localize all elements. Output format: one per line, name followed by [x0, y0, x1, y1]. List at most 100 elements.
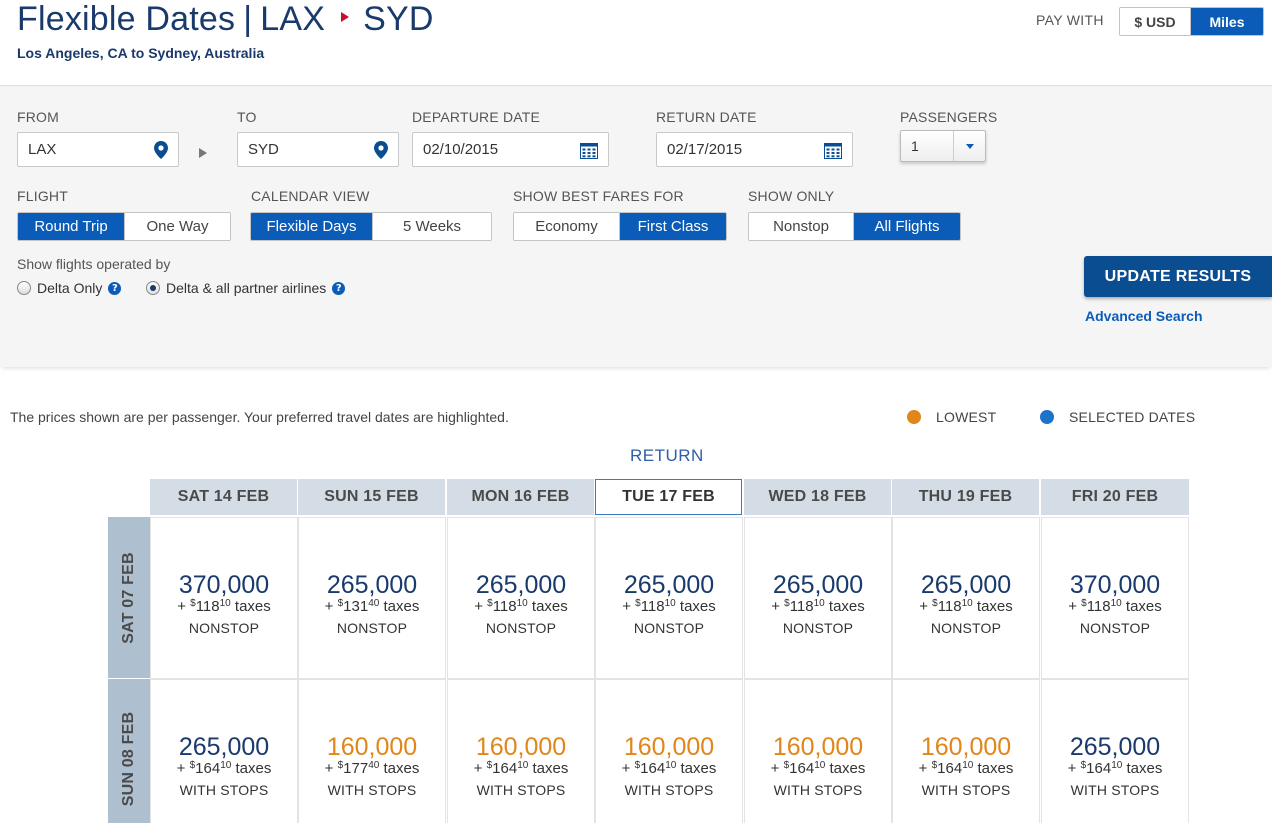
return-date-header: TUE 17 FEB [595, 479, 742, 515]
fare-stop-type: WITH STOPS [1070, 782, 1160, 798]
route-small-arrow-icon [199, 148, 207, 158]
departure-date-field[interactable]: 02/10/2015 [412, 132, 609, 167]
title-destination: SYD [363, 0, 434, 38]
calendar-view-toggle: Flexible Days 5 Weeks [250, 212, 492, 241]
fare-miles: 265,000 [326, 571, 418, 599]
fare-cell[interactable]: 160,000 + $16410 taxes WITH STOPS [892, 679, 1040, 823]
advanced-search-link[interactable]: Advanced Search [1085, 308, 1203, 324]
fare-miles: 160,000 [475, 733, 567, 761]
fare-miles: 265,000 [920, 571, 1012, 599]
location-pin-icon[interactable] [154, 141, 168, 159]
fare-taxes: + $11810 taxes [151, 598, 297, 615]
fare-miles: 265,000 [1069, 733, 1161, 761]
calendar-icon[interactable] [824, 142, 842, 159]
tax-whole: 164 [789, 760, 815, 777]
tax-dollar-sign: $ [931, 760, 938, 771]
economy-button[interactable]: Economy [514, 213, 620, 240]
from-value: LAX [28, 141, 57, 158]
nonstop-button[interactable]: Nonstop [749, 213, 854, 240]
all-flights-button[interactable]: All Flights [854, 213, 960, 240]
tax-whole: 131 [343, 598, 369, 615]
return-date-value: 02/17/2015 [667, 141, 743, 158]
tax-whole: 118 [492, 598, 517, 615]
legend-lowest: LOWEST [907, 409, 996, 425]
fare-cell[interactable]: 265,000 + $11810 taxes NONSTOP [892, 517, 1040, 679]
delta-only-text: Delta Only [37, 280, 103, 296]
return-date-header: THU 19 FEB [892, 479, 1039, 515]
fare-stop-type: WITH STOPS [476, 782, 566, 798]
tax-prefix: + [324, 598, 338, 615]
fare-cell[interactable]: 265,000 + $11810 taxes NONSTOP [595, 517, 743, 679]
fare-cell[interactable]: 265,000 + $16410 taxes WITH STOPS [150, 679, 298, 823]
fare-cell[interactable]: 160,000 + $16410 taxes WITH STOPS [744, 679, 892, 823]
fare-taxes: + $16410 taxes [1042, 760, 1188, 777]
fare-stop-type: NONSTOP [1079, 620, 1151, 636]
tax-suffix: taxes [675, 598, 716, 615]
fare-miles: 370,000 [178, 571, 270, 599]
tax-dollar-sign: $ [190, 598, 196, 609]
help-icon[interactable]: ? [108, 281, 122, 295]
tax-whole: 164 [937, 760, 963, 777]
tax-cents: 10 [220, 760, 232, 771]
calendar-icon[interactable] [580, 142, 598, 159]
chevron-down-icon[interactable] [953, 131, 985, 161]
fare-stop-type: WITH STOPS [624, 782, 714, 798]
best-fares-label: SHOW BEST FARES FOR [513, 188, 684, 204]
flexible-days-button[interactable]: Flexible Days [251, 213, 373, 240]
one-way-button[interactable]: One Way [125, 213, 230, 240]
location-pin-icon[interactable] [374, 141, 388, 159]
fare-cell[interactable]: 160,000 + $16410 taxes WITH STOPS [595, 679, 743, 823]
pay-miles-button[interactable]: Miles [1191, 8, 1263, 35]
fare-cell[interactable]: 265,000 + $13140 taxes NONSTOP [298, 517, 446, 679]
tax-cents: 10 [1111, 760, 1123, 771]
passengers-select[interactable]: 1 [900, 130, 986, 162]
to-field[interactable]: SYD [237, 132, 399, 167]
fare-miles: 265,000 [772, 571, 864, 599]
title-separator: | [243, 0, 253, 38]
tax-suffix: taxes [676, 760, 717, 777]
delta-only-radio[interactable] [17, 281, 31, 295]
show-only-toggle: Nonstop All Flights [748, 212, 961, 241]
tax-whole: 118 [937, 598, 962, 615]
tax-dollar-sign: $ [1081, 598, 1087, 609]
fare-miles: 265,000 [623, 571, 715, 599]
tax-dollar-sign: $ [189, 760, 196, 771]
fare-cell[interactable]: 370,000 + $11810 taxes NONSTOP [150, 517, 298, 679]
return-date-header: SAT 14 FEB [150, 479, 297, 515]
fare-cell[interactable]: 160,000 + $16410 taxes WITH STOPS [447, 679, 595, 823]
return-date-header: SUN 15 FEB [298, 479, 445, 515]
tax-prefix: + [771, 598, 785, 615]
tax-whole: 164 [1086, 760, 1112, 777]
tax-whole: 164 [640, 760, 666, 777]
five-weeks-button[interactable]: 5 Weeks [373, 213, 491, 240]
fare-taxes: + $13140 taxes [299, 598, 445, 615]
fare-cell[interactable]: 265,000 + $11810 taxes NONSTOP [744, 517, 892, 679]
first-class-button[interactable]: First Class [620, 213, 726, 240]
tax-cents: 10 [664, 598, 676, 609]
fare-miles: 160,000 [326, 733, 418, 761]
from-field[interactable]: LAX [17, 132, 179, 167]
tax-whole: 177 [343, 760, 369, 777]
fare-cell[interactable]: 160,000 + $17740 taxes WITH STOPS [298, 679, 446, 823]
help-icon[interactable]: ? [332, 281, 346, 295]
legend-selected: SELECTED DATES [1040, 409, 1195, 425]
partner-airlines-option[interactable]: Delta & all partner airlines ? [146, 280, 346, 296]
update-results-button[interactable]: UPDATE RESULTS [1084, 256, 1272, 297]
partner-airlines-text: Delta & all partner airlines [166, 280, 327, 296]
tax-dollar-sign: $ [337, 760, 344, 771]
page-title: Flexible Dates | LAX SYD [17, 0, 434, 38]
tax-whole: 164 [195, 760, 221, 777]
tax-dollar-sign: $ [487, 598, 493, 609]
fare-cell[interactable]: 265,000 + $16410 taxes WITH STOPS [1041, 679, 1189, 823]
route-arrow-icon [341, 12, 350, 23]
fare-cell[interactable]: 370,000 + $11810 taxes NONSTOP [1041, 517, 1189, 679]
partner-airlines-radio[interactable] [146, 281, 160, 295]
delta-only-option[interactable]: Delta Only ? [17, 280, 122, 296]
return-date-field[interactable]: 02/17/2015 [656, 132, 853, 167]
round-trip-button[interactable]: Round Trip [18, 213, 125, 240]
departure-date-value: 02/10/2015 [423, 141, 499, 158]
pay-usd-button[interactable]: $ USD [1120, 8, 1191, 35]
tax-dollar-sign: $ [337, 598, 344, 609]
fare-cell[interactable]: 265,000 + $11810 taxes NONSTOP [447, 517, 595, 679]
fare-taxes: + $11810 taxes [596, 598, 742, 615]
